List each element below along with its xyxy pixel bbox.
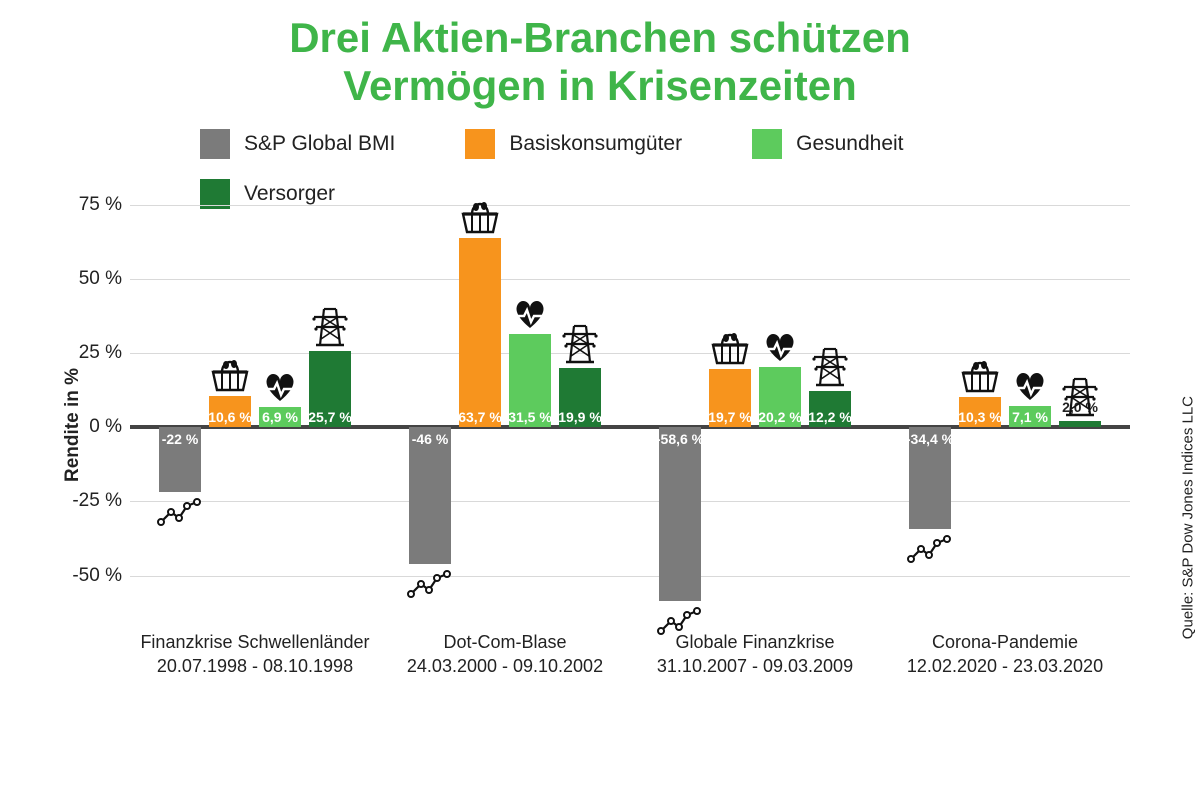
bar: -58,6 % bbox=[659, 427, 701, 601]
basket-icon bbox=[960, 359, 1000, 393]
bar-value-label: 20,2 % bbox=[758, 409, 802, 425]
bar: 12,2 % bbox=[809, 391, 851, 427]
bar-value-label: -34,4 % bbox=[906, 431, 954, 447]
heart-pulse-icon bbox=[762, 331, 798, 363]
y-tick-label: 75 % bbox=[79, 194, 122, 216]
y-tick-label: 50 % bbox=[79, 268, 122, 290]
category-range: 12.02.2020 - 23.03.2020 bbox=[880, 654, 1130, 678]
bar-value-label: 63,7 % bbox=[458, 409, 502, 425]
category-name: Globale Finanzkrise bbox=[630, 630, 880, 654]
plot-area: -50 %-25 %0 %25 %50 %75 %-22 %10,6 %6,9 … bbox=[130, 190, 1130, 620]
bar-value-label: 19,7 % bbox=[708, 409, 752, 425]
gridline bbox=[130, 205, 1130, 206]
heart-pulse-icon bbox=[512, 298, 548, 330]
line-chart-icon bbox=[907, 533, 953, 567]
title-line-1: Drei Aktien-Branchen schützen bbox=[0, 14, 1200, 62]
basket-icon bbox=[210, 358, 250, 392]
legend-swatch bbox=[200, 129, 230, 159]
x-category-label: Globale Finanzkrise31.10.2007 - 09.03.20… bbox=[630, 630, 880, 679]
chart-title: Drei Aktien-Branchen schützen Vermögen i… bbox=[0, 0, 1200, 111]
category-name: Finanzkrise Schwellenländer bbox=[130, 630, 380, 654]
bar-value-label: 7,1 % bbox=[1012, 409, 1048, 425]
legend-swatch bbox=[465, 129, 495, 159]
legend-item: Gesundheit bbox=[752, 129, 903, 159]
bar: -22 % bbox=[159, 427, 201, 492]
chart: Rendite in % -50 % -25 % 0 % 25 % 50 % 75 % -2… bbox=[60, 190, 1140, 660]
legend-swatch bbox=[752, 129, 782, 159]
source-text: Quelle: S&P Dow Jones Indices LLC bbox=[1180, 396, 1197, 639]
heart-pulse-icon bbox=[1012, 370, 1048, 402]
bar-value-label: -58,6 % bbox=[656, 431, 704, 447]
pylon-icon bbox=[310, 303, 350, 347]
bar: 10,6 % bbox=[209, 396, 251, 427]
bar-value-label: 31,5 % bbox=[508, 409, 552, 425]
legend-item: Basiskonsumgüter bbox=[465, 129, 682, 159]
heart-pulse-icon bbox=[262, 371, 298, 403]
y-tick-label: 25 % bbox=[79, 342, 122, 364]
line-chart-icon bbox=[157, 496, 203, 530]
category-range: 24.03.2000 - 09.10.2002 bbox=[380, 654, 630, 678]
x-category-label: Dot-Com-Blase24.03.2000 - 09.10.2002 bbox=[380, 630, 630, 679]
x-category-label: Finanzkrise Schwellenländer20.07.1998 - … bbox=[130, 630, 380, 679]
bar: 7,1 % bbox=[1009, 406, 1051, 427]
bar: 31,5 % bbox=[509, 334, 551, 427]
gridline bbox=[130, 279, 1130, 280]
bar: 19,7 % bbox=[709, 369, 751, 427]
category-name: Dot-Com-Blase bbox=[380, 630, 630, 654]
y-axis-label: Rendite in % bbox=[62, 368, 84, 482]
pylon-icon bbox=[560, 320, 600, 364]
basket-icon bbox=[710, 331, 750, 365]
bar-value-label: 25,7 % bbox=[308, 409, 352, 425]
category-range: 31.10.2007 - 09.03.2009 bbox=[630, 654, 880, 678]
basket-icon bbox=[460, 200, 500, 234]
bar: 19,9 % bbox=[559, 368, 601, 427]
bar-value-label: 19,9 % bbox=[558, 409, 602, 425]
gridline bbox=[130, 576, 1130, 577]
category-range: 20.07.1998 - 08.10.1998 bbox=[130, 654, 380, 678]
bar-value-label: 12,2 % bbox=[808, 409, 852, 425]
y-tick-label: -25 % bbox=[72, 490, 122, 512]
category-name: Corona-Pandemie bbox=[880, 630, 1130, 654]
pylon-icon bbox=[1060, 373, 1100, 417]
bar-value-label: -46 % bbox=[412, 431, 449, 447]
bar-value-label: -22 % bbox=[162, 431, 199, 447]
bar: 10,3 % bbox=[959, 397, 1001, 428]
bar: 6,9 % bbox=[259, 407, 301, 427]
line-chart-icon bbox=[407, 568, 453, 602]
bar: -46 % bbox=[409, 427, 451, 563]
legend-label: Basiskonsumgüter bbox=[509, 132, 682, 156]
gridline bbox=[130, 501, 1130, 502]
bar: 2,0 % bbox=[1059, 421, 1101, 427]
bar: 63,7 % bbox=[459, 238, 501, 427]
bar: 25,7 % bbox=[309, 351, 351, 427]
legend-label: Gesundheit bbox=[796, 132, 903, 156]
legend-label: S&P Global BMI bbox=[244, 132, 395, 156]
bar: -34,4 % bbox=[909, 427, 951, 529]
bar: 20,2 % bbox=[759, 367, 801, 427]
bar-value-label: 10,3 % bbox=[958, 409, 1002, 425]
bar-value-label: 10,6 % bbox=[208, 409, 252, 425]
y-tick-label: -50 % bbox=[72, 565, 122, 587]
title-line-2: Vermögen in Krisenzeiten bbox=[0, 62, 1200, 110]
pylon-icon bbox=[810, 343, 850, 387]
bar-value-label: 6,9 % bbox=[262, 409, 298, 425]
x-category-label: Corona-Pandemie12.02.2020 - 23.03.2020 bbox=[880, 630, 1130, 679]
legend-item: S&P Global BMI bbox=[200, 129, 395, 159]
gridline bbox=[130, 353, 1130, 354]
y-tick-label: 0 % bbox=[89, 416, 122, 438]
